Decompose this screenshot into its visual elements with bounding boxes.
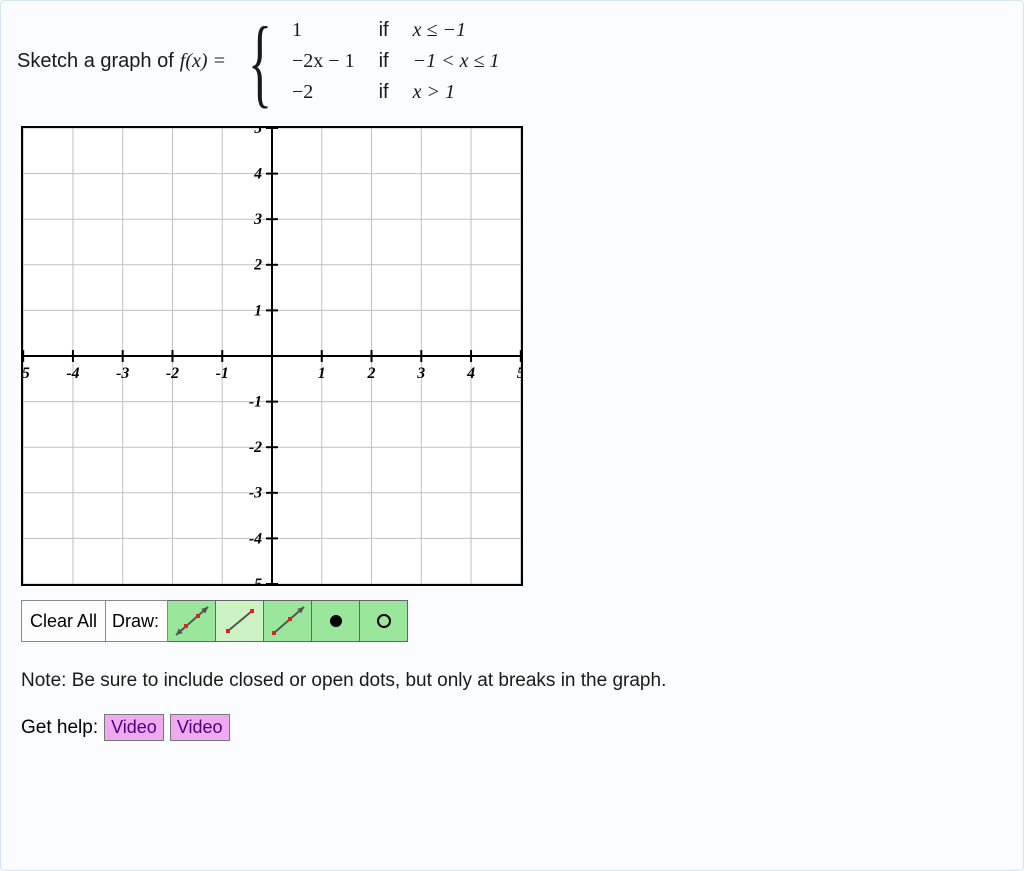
open-dot-tool[interactable] xyxy=(360,600,408,642)
svg-text:1: 1 xyxy=(254,302,262,319)
piece-expr: 1 xyxy=(292,19,355,42)
piece-expr: −2x − 1 xyxy=(292,50,355,73)
svg-text:-3: -3 xyxy=(249,485,262,502)
piece-if: if xyxy=(377,50,391,73)
svg-text:-3: -3 xyxy=(116,365,129,382)
piece-cond: x ≤ −1 xyxy=(413,19,500,42)
svg-text:5: 5 xyxy=(517,365,523,382)
help-label: Get help: xyxy=(21,717,98,739)
piece-cond: −1 < x ≤ 1 xyxy=(413,50,500,73)
svg-text:3: 3 xyxy=(253,211,262,228)
coordinate-grid[interactable]: -5 -4 -3 -2 -1 1 2 3 4 5 -5 -4 -3 -2 -1 1 2 3 4 5 xyxy=(21,126,523,586)
graph-canvas[interactable]: -5 -4 -3 -2 -1 1 2 3 4 5 -5 -4 -3 -2 -1 1 2 3 4 5 xyxy=(21,126,527,586)
ray-tool[interactable] xyxy=(264,600,312,642)
help-row: Get help: Video Video xyxy=(21,714,1007,741)
prompt-lead: Sketch a graph of xyxy=(17,50,174,73)
svg-text:-4: -4 xyxy=(66,365,79,382)
drawing-toolbar: Clear All Draw: xyxy=(21,600,1007,642)
video-button[interactable]: Video xyxy=(104,714,164,741)
svg-text:-2: -2 xyxy=(166,365,179,382)
note-text: Note: Be sure to include closed or open … xyxy=(21,670,1007,692)
svg-text:-5: -5 xyxy=(21,365,30,382)
svg-text:4: 4 xyxy=(253,166,262,183)
svg-text:2: 2 xyxy=(367,365,376,382)
piece-if: if xyxy=(377,19,391,42)
prompt-row: Sketch a graph of f(x) = { 1 if x ≤ −1 −… xyxy=(17,19,1007,104)
draw-label: Draw: xyxy=(106,600,168,642)
brace-icon: { xyxy=(248,22,272,102)
svg-text:4: 4 xyxy=(466,365,475,382)
segment-tool[interactable] xyxy=(216,600,264,642)
piecewise-grid: 1 if x ≤ −1 −2x − 1 if −1 < x ≤ 1 −2 if … xyxy=(292,19,499,104)
prompt-fn: f(x) = xyxy=(180,50,226,73)
svg-text:5: 5 xyxy=(254,126,262,137)
piecewise-function: { 1 if x ≤ −1 −2x − 1 if −1 < x ≤ 1 −2 i… xyxy=(232,19,499,104)
piece-expr: −2 xyxy=(292,81,355,104)
svg-text:1: 1 xyxy=(318,365,326,382)
svg-text:-2: -2 xyxy=(249,439,262,456)
clear-all-button[interactable]: Clear All xyxy=(21,600,106,642)
svg-text:3: 3 xyxy=(416,365,425,382)
question-panel: Sketch a graph of f(x) = { 1 if x ≤ −1 −… xyxy=(0,0,1024,871)
svg-text:-1: -1 xyxy=(216,365,229,382)
video-button[interactable]: Video xyxy=(170,714,230,741)
svg-text:2: 2 xyxy=(253,257,262,274)
piece-if: if xyxy=(377,81,391,104)
svg-text:-5: -5 xyxy=(249,576,262,586)
svg-text:-4: -4 xyxy=(249,530,262,547)
svg-text:-1: -1 xyxy=(249,394,262,411)
closed-dot-tool[interactable] xyxy=(312,600,360,642)
piece-cond: x > 1 xyxy=(413,81,500,104)
line-tool[interactable] xyxy=(168,600,216,642)
